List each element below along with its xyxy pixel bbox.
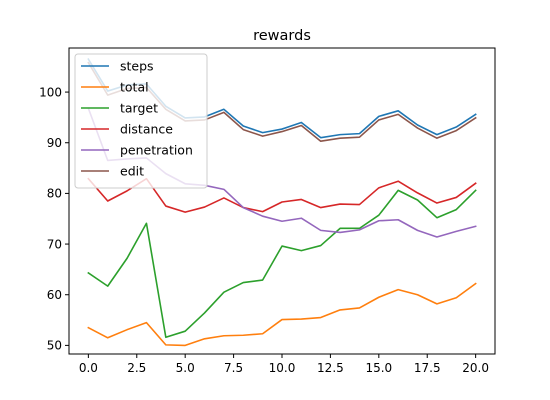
x-tick-label: 12.5	[317, 361, 344, 375]
plot-frame	[68, 47, 496, 355]
x-tick-label: 17.5	[414, 361, 441, 375]
x-tick-label: 10.0	[269, 361, 296, 375]
legend-label: distance	[120, 122, 173, 137]
x-tick-label: 20.0	[462, 361, 489, 375]
x-tick-label: 0.0	[79, 361, 98, 375]
y-tick-label: 80	[47, 187, 62, 201]
y-tick-label: 50	[47, 339, 62, 353]
x-tick-label: 2.5	[127, 361, 146, 375]
x-tick-label: 7.5	[224, 361, 243, 375]
x-tick-label: 15.0	[365, 361, 392, 375]
chart-title: rewards	[253, 28, 311, 44]
y-tick-label: 90	[47, 136, 62, 150]
legend-label: total	[120, 80, 149, 95]
x-axis: 0.0 2.5 5.0 7.5 10.0 12.5 15.0 17.5 20.0	[79, 354, 489, 375]
y-tick-label: 100	[39, 85, 62, 99]
x-tick-label: 5.0	[176, 361, 195, 375]
series-line-total	[87, 282, 477, 347]
legend-label: penetration	[120, 143, 193, 158]
y-axis: 50 60 70 80 90 100	[39, 85, 69, 353]
legend-label: target	[120, 101, 158, 116]
y-tick-label: 60	[47, 288, 62, 302]
legend: steps total target distance penetration edit	[74, 53, 208, 189]
y-tick-label: 70	[47, 237, 62, 251]
legend-label: steps	[120, 59, 154, 74]
series-line-target	[87, 189, 477, 339]
legend-label: edit	[120, 164, 144, 179]
